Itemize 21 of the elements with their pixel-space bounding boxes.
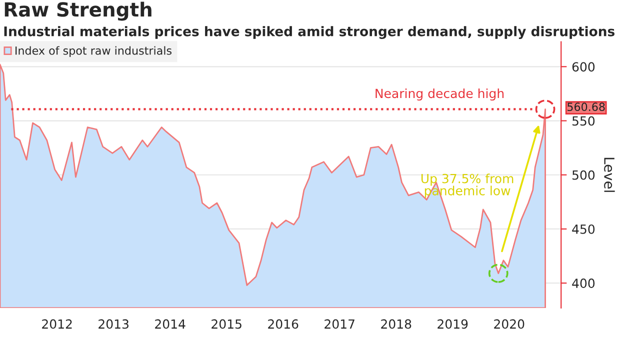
legend-label: Index of spot raw industrials	[16, 46, 172, 57]
y-tick-label: 500	[572, 170, 595, 180]
annotation: 560.68	[568, 102, 605, 112]
x-tick-label: 2017	[324, 319, 354, 329]
x-tick-label: 2018	[381, 319, 412, 329]
y-tick-label: 550	[572, 116, 595, 126]
y-tick-label: 400	[572, 278, 595, 288]
x-tick-label: 2013	[98, 319, 128, 329]
x-tick-label: 2015	[212, 319, 242, 329]
y-tick-label: 450	[572, 224, 595, 234]
x-tick-label: 2012	[42, 319, 72, 329]
chart-subtitle: Industrial materials prices have spiked amid stronger demand, supply disruptions	[4, 26, 614, 39]
chart-title: Raw Strength	[4, 2, 152, 21]
annotation: Up 37.5% from pandemic low	[421, 174, 514, 198]
ref-line-label: Nearing decade high	[376, 88, 504, 101]
y-tick-label: 600	[572, 62, 595, 72]
x-tick-label: 2014	[155, 319, 186, 329]
x-tick-label: 2019	[438, 319, 468, 329]
x-tick-label: 2016	[268, 319, 298, 329]
x-tick-label: 2020	[494, 319, 524, 329]
y-axis-title: Level	[604, 158, 615, 192]
